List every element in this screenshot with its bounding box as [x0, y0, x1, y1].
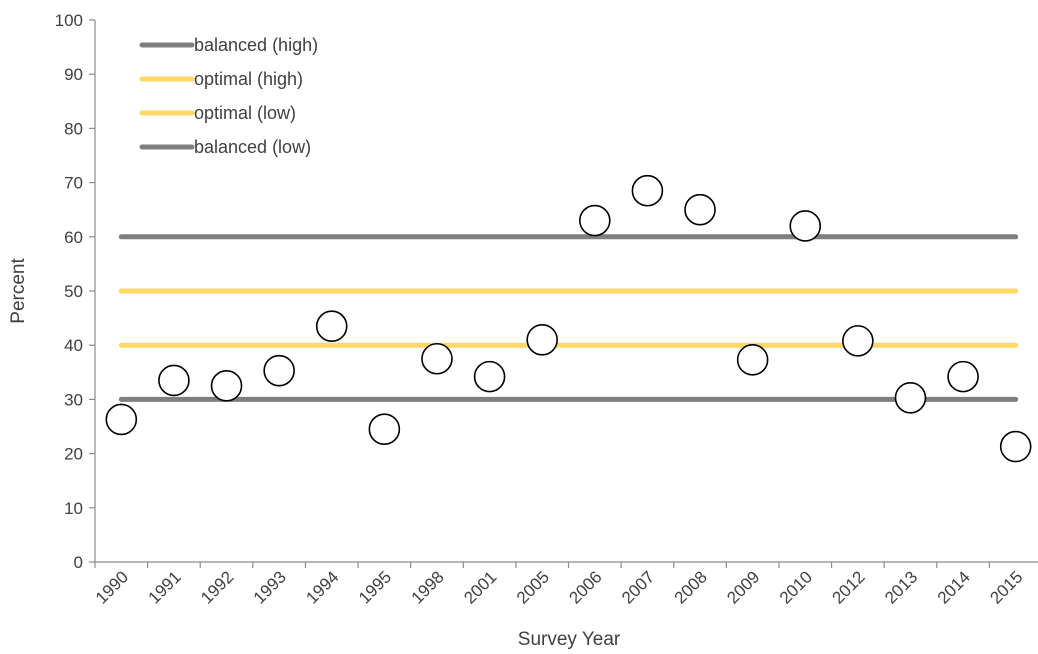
y-tick-label: 10: [64, 499, 83, 518]
y-tick-label: 40: [64, 336, 83, 355]
x-axis-ticks: 1990 1991 1992 1993 1994 1995 1998 2001 2005 2006…: [92, 562, 1027, 608]
x-tick-label: 2012: [829, 567, 869, 607]
x-tick-label: 2008: [671, 567, 711, 607]
legend: balanced (high) optimal (high) optimal (lo…: [139, 35, 318, 157]
y-axis-title: Percent: [8, 258, 29, 324]
legend-label: balanced (low): [194, 137, 311, 157]
y-tick-label: 90: [64, 65, 83, 84]
legend-label: balanced (high): [194, 35, 318, 55]
legend-label: optimal (high): [194, 69, 303, 89]
y-tick-label: 60: [64, 228, 83, 247]
data-point: [999, 430, 1032, 463]
x-tick-label: 2007: [618, 567, 658, 607]
data-point: [315, 310, 348, 343]
data-point: [947, 360, 979, 393]
y-tick-label: 100: [55, 11, 83, 30]
data-points: [105, 174, 1032, 463]
y-tick-label: 80: [64, 119, 83, 138]
x-tick-label: 2001: [460, 567, 500, 607]
y-tick-label: 0: [74, 553, 83, 572]
x-tick-label: 1991: [145, 567, 185, 607]
x-tick-label: 1995: [355, 567, 395, 607]
data-point: [263, 354, 295, 387]
x-tick-label: 1992: [197, 567, 237, 607]
y-tick-label: 50: [64, 282, 83, 301]
x-tick-label: 2014: [934, 567, 974, 607]
data-point: [473, 360, 506, 393]
x-tick-label: 2005: [513, 567, 553, 607]
reference-lines: [118, 234, 1019, 402]
y-tick-label: 30: [64, 390, 83, 409]
data-point: [579, 204, 611, 237]
x-tick-label: 1990: [92, 567, 132, 607]
data-point: [105, 403, 138, 436]
y-axis-ticks: 0 10 20 30 40 50 60 70 80 90 100: [55, 11, 95, 572]
data-point: [158, 364, 190, 397]
data-point: [631, 174, 664, 207]
x-tick-label: 1998: [408, 567, 448, 607]
data-point: [368, 413, 401, 446]
x-tick-label: 2006: [565, 567, 605, 607]
data-point: [894, 381, 927, 414]
x-axis-title: Survey Year: [518, 629, 621, 650]
x-tick-label: 1994: [302, 567, 342, 607]
x-tick-label: 2009: [723, 567, 763, 607]
y-tick-label: 70: [64, 174, 83, 193]
data-point: [210, 370, 243, 402]
data-point: [842, 325, 874, 357]
data-point: [526, 323, 558, 356]
x-tick-label: 2015: [986, 567, 1026, 607]
x-tick-label: 2013: [881, 567, 921, 607]
y-tick-label: 20: [64, 445, 83, 464]
data-point: [736, 344, 769, 376]
legend-label: optimal (low): [194, 103, 296, 123]
data-point: [789, 210, 822, 242]
x-tick-label: 1993: [250, 567, 290, 607]
x-tick-label: 2010: [776, 567, 816, 607]
data-point: [421, 342, 453, 375]
data-point: [684, 193, 716, 226]
